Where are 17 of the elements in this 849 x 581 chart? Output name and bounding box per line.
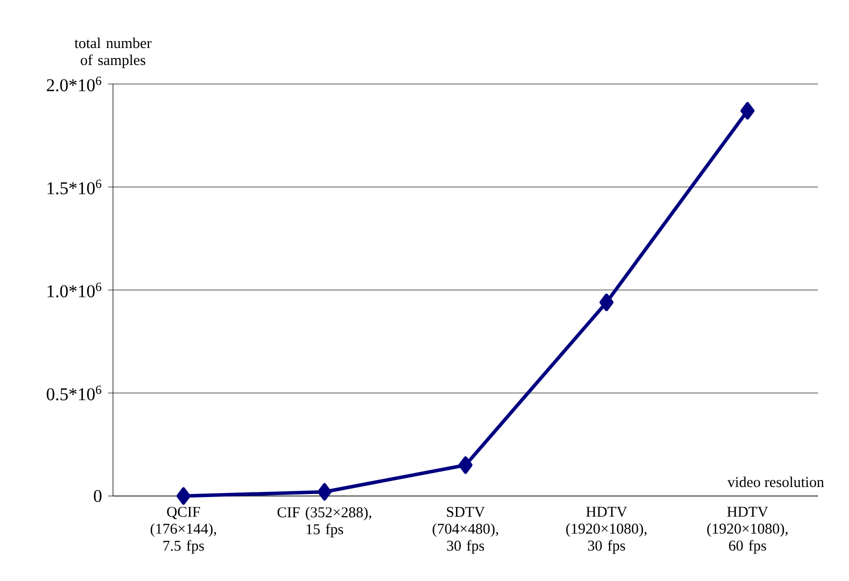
y-tick-label: 1.5*10$^{6}$ xyxy=(48,180,102,194)
y-axis-title: total number of samples xyxy=(74,38,152,68)
x-tick-label: QCIF (176×144), 7.5 fps xyxy=(150,506,216,554)
y-tick-label: 0 xyxy=(94,490,102,502)
x-tick-label: CIF (352×288), 15 fps xyxy=(278,506,372,538)
point xyxy=(458,456,473,474)
x-tick-label: HDTV (1920×1080), 60 fps xyxy=(707,506,788,554)
x-tick-label: SDTV (704×480), 30 fps xyxy=(432,506,498,554)
point xyxy=(740,102,755,120)
x-tick-label: HDTV (1920×1080), 30 fps xyxy=(566,506,647,554)
y-tick-label: 2.0*10$^{6}$ xyxy=(46,76,102,92)
point xyxy=(176,487,190,505)
x-axis-title: video resolution xyxy=(727,476,824,488)
point xyxy=(318,483,332,501)
point xyxy=(600,294,614,312)
y-tick-label: 0.5*10$^{6}$ xyxy=(46,386,102,400)
y-tick-label: 1.0*10$^{6}$ xyxy=(48,282,102,298)
